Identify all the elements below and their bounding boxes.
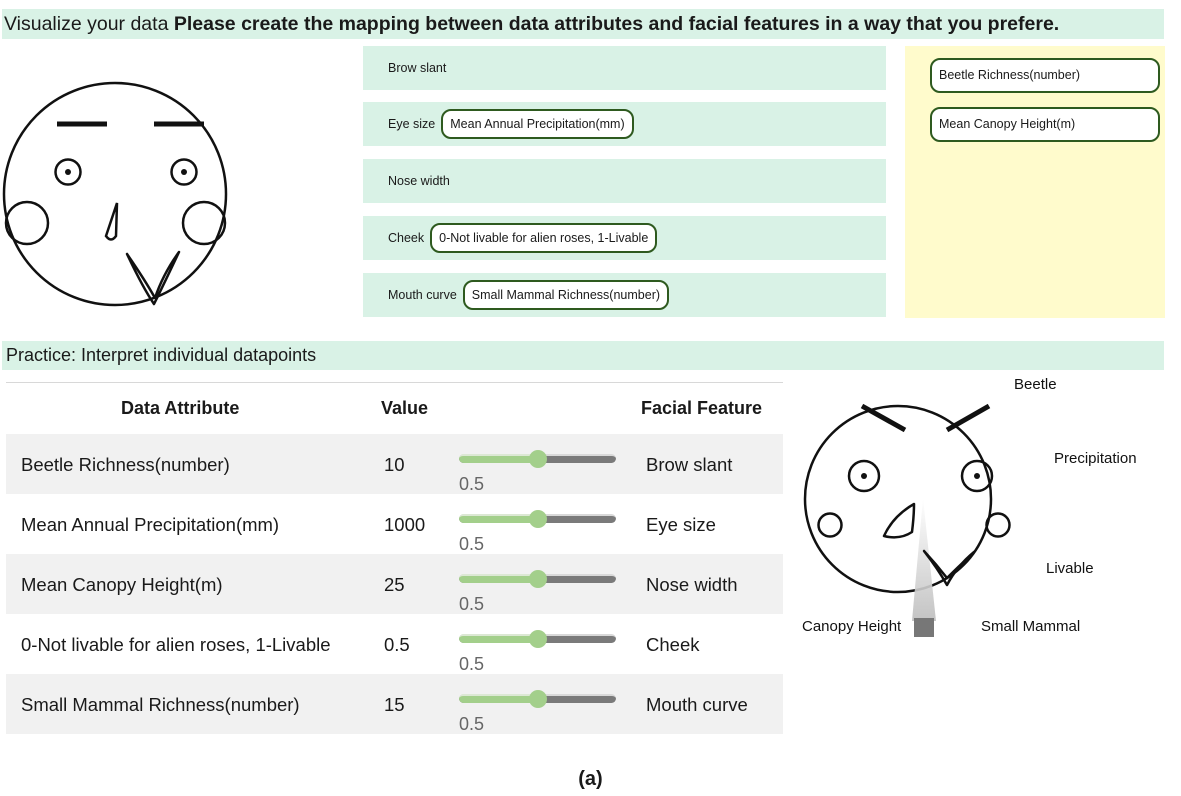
slider-fill xyxy=(459,574,538,583)
row-feature: Eye size xyxy=(646,514,716,535)
slider-value: 0.5 xyxy=(459,474,485,494)
table-row: Mean Annual Precipitation(mm) 1000 0.5 E… xyxy=(6,494,783,554)
table-row: Small Mammal Richness(number) 15 0.5 Mou… xyxy=(6,674,783,734)
instruction-header: Visualize your data Please create the ma… xyxy=(2,9,1164,39)
feature-row-eye-size[interactable]: Eye size Mean Annual Precipitation(mm) xyxy=(363,102,886,146)
left-pupil xyxy=(861,473,867,479)
slider-fill xyxy=(459,454,538,463)
slider-fill xyxy=(459,634,538,643)
slider-thumb[interactable] xyxy=(528,450,547,468)
value-slider[interactable] xyxy=(459,690,616,708)
attribute-chip-beetle[interactable]: Beetle Richness(number) xyxy=(930,58,1160,93)
slider-value: 0.5 xyxy=(459,594,485,614)
attribute-pool[interactable]: Beetle Richness(number) Mean Canopy Heig… xyxy=(905,46,1165,318)
feature-row-brow-slant[interactable]: Brow slant xyxy=(363,46,886,90)
row-feature: Cheek xyxy=(646,634,700,655)
right-brow xyxy=(945,403,991,433)
slider-value: 0.5 xyxy=(459,534,485,554)
attribute-chip-livable[interactable]: 0-Not livable for alien roses, 1-Livable xyxy=(430,223,658,253)
left-brow xyxy=(860,403,907,433)
table-row: Mean Canopy Height(m) 25 0.5 Nose width xyxy=(6,554,783,614)
right-cheek xyxy=(181,200,227,246)
feature-row-nose-width[interactable]: Nose width xyxy=(363,159,886,203)
value-slider[interactable] xyxy=(459,510,616,528)
table-header: Data Attribute Value Facial Feature xyxy=(6,383,783,434)
mouth xyxy=(922,549,976,587)
header-value: Value xyxy=(381,398,429,418)
attribute-chip-precipitation[interactable]: Mean Annual Precipitation(mm) xyxy=(441,109,634,139)
practice-face: Beetle Precipitation Livable Canopy Heig… xyxy=(802,376,1137,637)
nose xyxy=(882,502,916,539)
table-row: 0-Not livable for alien roses, 1-Livable… xyxy=(6,614,783,674)
row-attribute: Mean Canopy Height(m) xyxy=(21,574,223,595)
right-cheek xyxy=(985,512,1011,538)
header-feature: Facial Feature xyxy=(641,398,763,418)
row-value: 0.5 xyxy=(384,634,410,655)
label-livable: Livable xyxy=(1046,560,1094,577)
label-small-mammal: Small Mammal xyxy=(981,618,1080,635)
mouth xyxy=(125,250,181,306)
row-value: 15 xyxy=(384,694,405,715)
attribute-chip-canopy[interactable]: Mean Canopy Height(m) xyxy=(930,107,1160,142)
value-slider[interactable] xyxy=(459,630,616,648)
left-cheek xyxy=(817,512,843,538)
left-pupil xyxy=(65,169,71,175)
header-prefix: Visualize your data xyxy=(4,13,169,35)
pointer-beam xyxy=(912,498,936,621)
practice-header: Practice: Interpret individual datapoint… xyxy=(2,341,1164,370)
row-feature: Brow slant xyxy=(646,454,733,475)
slider-thumb[interactable] xyxy=(528,570,547,588)
value-slider[interactable] xyxy=(459,450,616,468)
row-attribute: Small Mammal Richness(number) xyxy=(21,694,300,715)
feature-label: Cheek xyxy=(388,231,425,245)
slider-thumb[interactable] xyxy=(528,630,547,648)
row-attribute: 0-Not livable for alien roses, 1-Livable xyxy=(21,634,331,655)
slider-fill xyxy=(459,694,538,703)
right-pupil xyxy=(974,473,980,479)
row-value: 1000 xyxy=(384,514,426,535)
row-feature: Nose width xyxy=(646,574,738,595)
figure-caption: (a) xyxy=(578,768,603,790)
feature-label: Nose width xyxy=(388,174,450,188)
left-eye xyxy=(54,158,82,186)
right-pupil xyxy=(181,169,187,175)
label-canopy-height: Canopy Height xyxy=(802,618,902,635)
left-cheek xyxy=(4,200,50,246)
nose xyxy=(104,202,119,241)
slider-value: 0.5 xyxy=(459,654,485,674)
label-precipitation: Precipitation xyxy=(1054,450,1137,467)
label-beetle: Beetle xyxy=(1014,376,1057,393)
left-eye xyxy=(847,459,881,493)
table-row: Beetle Richness(number) 10 0.5 Brow slan… xyxy=(6,434,783,494)
feature-label: Eye size xyxy=(388,117,436,131)
slider-fill xyxy=(459,514,538,523)
right-eye xyxy=(960,459,994,493)
right-eye xyxy=(170,158,198,186)
feature-label: Brow slant xyxy=(388,61,447,75)
slider-thumb[interactable] xyxy=(528,690,547,708)
feature-label: Mouth curve xyxy=(388,288,457,302)
pointer-base xyxy=(914,618,934,637)
row-attribute: Beetle Richness(number) xyxy=(21,454,230,475)
row-value: 25 xyxy=(384,574,405,595)
value-slider[interactable] xyxy=(459,570,616,588)
header-instruction: Please create the mapping between data a… xyxy=(173,13,1060,35)
slider-value: 0.5 xyxy=(459,714,485,734)
feature-row-cheek[interactable]: Cheek 0-Not livable for alien roses, 1-L… xyxy=(363,216,886,260)
feature-row-mouth-curve[interactable]: Mouth curve Small Mammal Richness(number… xyxy=(363,273,886,317)
face-preview xyxy=(2,81,228,307)
slider-thumb[interactable] xyxy=(528,510,547,528)
header-attribute: Data Attribute xyxy=(121,398,240,418)
attribute-chip-small-mammal[interactable]: Small Mammal Richness(number) xyxy=(462,280,670,310)
row-feature: Mouth curve xyxy=(646,694,748,715)
row-attribute: Mean Annual Precipitation(mm) xyxy=(21,514,280,535)
row-value: 10 xyxy=(384,454,405,475)
practice-table: Data Attribute Value Facial Feature Beet… xyxy=(6,382,783,734)
face-outline xyxy=(803,404,993,594)
face-outline xyxy=(2,81,228,307)
